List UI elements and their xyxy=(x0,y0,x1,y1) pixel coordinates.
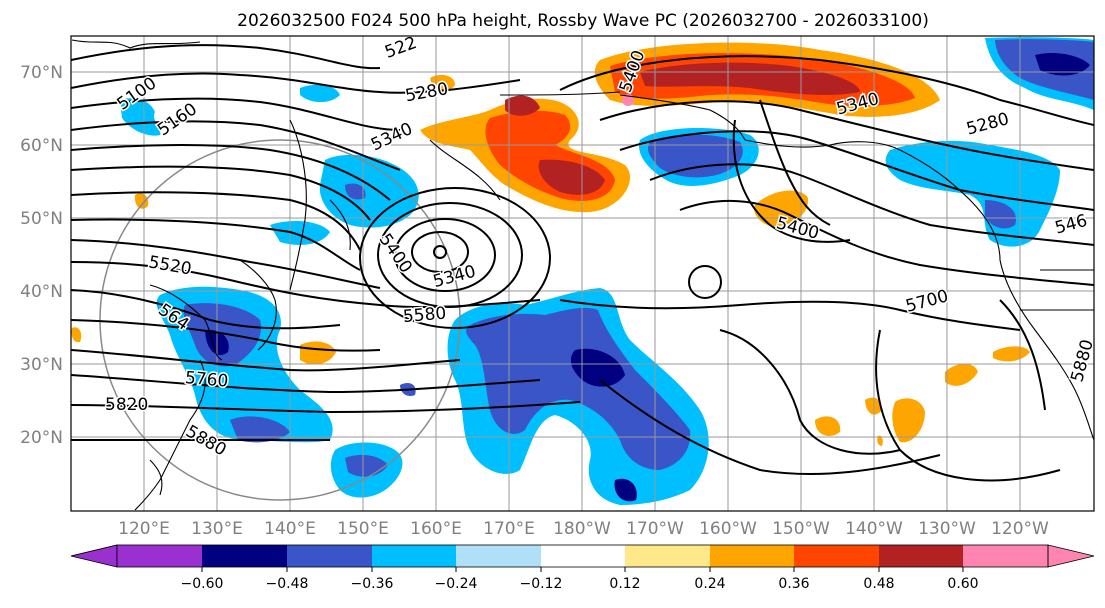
colorbar-tick: 0.48 xyxy=(863,576,894,592)
colorbar-tick: 0.60 xyxy=(947,576,978,592)
lat-label: 40°N xyxy=(20,282,63,302)
colorbar-swatch xyxy=(456,545,541,567)
lon-label: 180°W xyxy=(553,519,611,539)
colorbar-tick: −0.24 xyxy=(435,576,478,592)
colorbar-tick: −0.48 xyxy=(266,576,309,592)
colorbar-swatch xyxy=(117,545,202,567)
colorbar-swatch xyxy=(287,545,372,567)
lon-label: 130°W xyxy=(918,519,976,539)
colorbar-tick: 0.36 xyxy=(778,576,809,592)
lon-label: 170°E xyxy=(483,519,535,539)
colorbar: −0.60 −0.48 −0.36 −0.24 −0.12 0.12 0.24 … xyxy=(70,544,1095,592)
lon-label: 150°E xyxy=(337,519,389,539)
lon-label: 160°E xyxy=(410,519,462,539)
colorbar-swatch xyxy=(963,545,1048,567)
graticule xyxy=(71,36,1094,511)
colorbar-tick: −0.12 xyxy=(520,576,563,592)
lon-label: 140°W xyxy=(845,519,903,539)
lat-label: 50°N xyxy=(20,209,63,229)
colorbar-swatch xyxy=(794,545,879,567)
contour-label: 5760 xyxy=(184,368,229,392)
lat-label: 30°N xyxy=(20,355,63,375)
colorbar-extend-low xyxy=(70,544,118,568)
colorbar-tick: −0.36 xyxy=(351,576,394,592)
contour-label: 5820 xyxy=(105,395,148,415)
lat-label: 60°N xyxy=(20,136,63,156)
colorbar-swatch xyxy=(372,545,456,567)
colorbar-swatch xyxy=(710,545,794,567)
height-contours xyxy=(71,44,1094,482)
colorbar-tick: −0.60 xyxy=(181,576,224,592)
lon-label: 120°E xyxy=(118,519,170,539)
colorbar-extend-high xyxy=(1047,544,1095,568)
lon-label: 140°E xyxy=(264,519,316,539)
lat-label: 70°N xyxy=(20,63,63,83)
latitude-labels: 70°N 60°N 50°N 40°N 30°N 20°N xyxy=(20,63,63,448)
lon-label: 160°W xyxy=(699,519,757,539)
colorbar-swatch xyxy=(202,545,287,567)
range-circle xyxy=(99,139,461,501)
lon-label: 170°W xyxy=(626,519,684,539)
lon-label: 130°E xyxy=(191,519,243,539)
longitude-labels: 120°E 130°E 140°E 150°E 160°E 170°E 180°… xyxy=(118,519,1049,539)
map-panel: 5100 5160 522 5280 5340 5400 5400 5340 5… xyxy=(71,36,1094,511)
contour-label: 5580 xyxy=(402,303,447,327)
colorbar-swatch xyxy=(879,545,963,567)
colorbar-tick: 0.12 xyxy=(609,576,640,592)
lon-label: 150°W xyxy=(772,519,830,539)
lon-label: 120°W xyxy=(991,519,1049,539)
colorbar-tick: 0.24 xyxy=(694,576,725,592)
lat-label: 20°N xyxy=(20,428,63,448)
map-frame xyxy=(70,35,1095,512)
figure-title: 2026032500 F024 500 hPa height, Rossby W… xyxy=(237,11,929,31)
colorbar-swatch xyxy=(625,545,710,567)
colorbar-swatch xyxy=(541,545,625,567)
